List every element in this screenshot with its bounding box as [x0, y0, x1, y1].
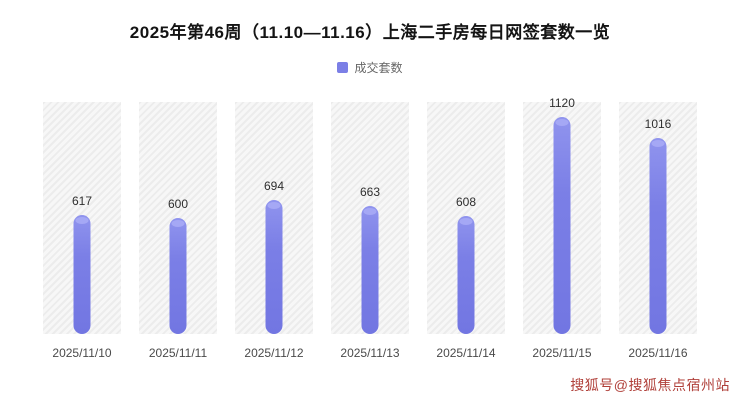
- x-axis: 2025/11/10 2025/11/11 2025/11/12 2025/11/13…: [34, 346, 706, 360]
- bar-value-label: 617: [71, 194, 93, 208]
- x-axis-label: 2025/11/11: [148, 346, 208, 360]
- bar[interactable]: [73, 215, 91, 334]
- x-axis-label: 2025/11/15: [532, 346, 592, 360]
- legend-swatch-icon: [337, 62, 349, 73]
- bar[interactable]: [649, 138, 667, 334]
- category-cell: 608: [418, 102, 514, 334]
- category-cell: 600: [130, 102, 226, 334]
- bar-value-label: 600: [167, 197, 189, 211]
- bar[interactable]: [553, 117, 571, 334]
- bar-value-label: 608: [455, 195, 477, 209]
- chart-title: 2025年第46周（11.10—11.16）上海二手房每日网签套数一览: [129, 23, 611, 42]
- category-cell: 663: [322, 102, 418, 334]
- bar[interactable]: [361, 206, 379, 334]
- bar[interactable]: [169, 218, 187, 334]
- watermark: 搜狐号@搜狐焦点宿州站: [570, 377, 730, 393]
- plot-area: 617 600 694 663 608 1120 1016: [34, 96, 706, 334]
- legend-label: 成交套数: [354, 61, 403, 75]
- category-cell: 617: [34, 102, 130, 334]
- x-axis-label: 2025/11/14: [436, 346, 496, 360]
- category-cell: 1120: [514, 96, 610, 334]
- legend-item[interactable]: 成交套数: [0, 59, 740, 76]
- bar[interactable]: [265, 200, 283, 334]
- x-axis-label: 2025/11/16: [628, 346, 688, 360]
- category-cell: 1016: [610, 102, 706, 334]
- bar-value-label: 1120: [549, 96, 575, 110]
- x-axis-label: 2025/11/12: [244, 346, 304, 360]
- x-axis-label: 2025/11/13: [340, 346, 400, 360]
- bar-value-label: 1016: [644, 117, 672, 131]
- bar-value-label: 663: [359, 185, 381, 199]
- bar[interactable]: [457, 216, 475, 334]
- x-axis-label: 2025/11/10: [52, 346, 112, 360]
- category-cell: 694: [226, 102, 322, 334]
- bar-value-label: 694: [263, 179, 285, 193]
